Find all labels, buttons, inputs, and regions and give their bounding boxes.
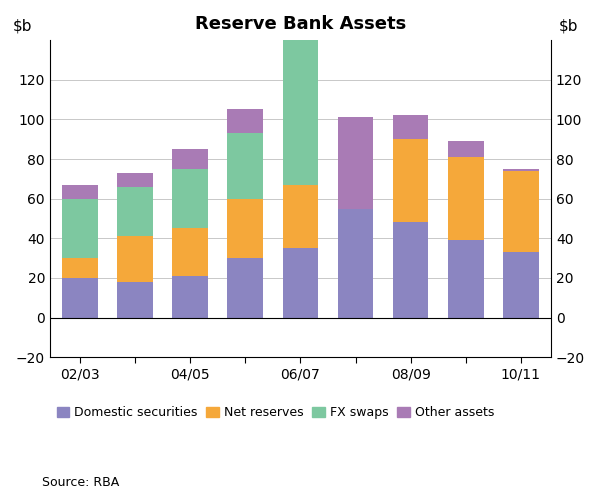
Bar <box>62 185 98 199</box>
Bar <box>118 187 153 236</box>
Bar <box>62 258 98 278</box>
Bar <box>227 109 263 133</box>
Bar <box>118 282 153 318</box>
Bar <box>118 173 153 187</box>
Text: $b: $b <box>12 19 32 34</box>
Bar <box>503 171 539 252</box>
Bar <box>227 258 263 318</box>
Bar <box>283 248 319 318</box>
Bar <box>338 117 373 209</box>
Bar <box>503 252 539 318</box>
Bar <box>172 169 208 228</box>
Bar <box>118 236 153 282</box>
Bar <box>227 199 263 258</box>
Bar <box>283 26 319 185</box>
Bar <box>172 149 208 169</box>
Title: Reserve Bank Assets: Reserve Bank Assets <box>195 15 406 33</box>
Bar <box>448 147 484 157</box>
Bar <box>172 228 208 276</box>
Bar <box>62 278 98 318</box>
Bar <box>283 185 319 248</box>
Bar <box>227 133 263 199</box>
Bar <box>503 169 539 171</box>
Bar <box>392 222 428 318</box>
Text: $b: $b <box>559 19 578 34</box>
Legend: Domestic securities, Net reserves, FX swaps, Other assets: Domestic securities, Net reserves, FX sw… <box>52 402 499 425</box>
Text: Source: RBA: Source: RBA <box>42 476 119 489</box>
Bar <box>283 0 319 26</box>
Bar <box>172 276 208 318</box>
Bar <box>448 147 484 240</box>
Bar <box>338 209 373 318</box>
Bar <box>62 199 98 258</box>
Bar <box>392 115 428 139</box>
Bar <box>448 141 484 157</box>
Bar <box>448 240 484 318</box>
Bar <box>392 139 428 222</box>
